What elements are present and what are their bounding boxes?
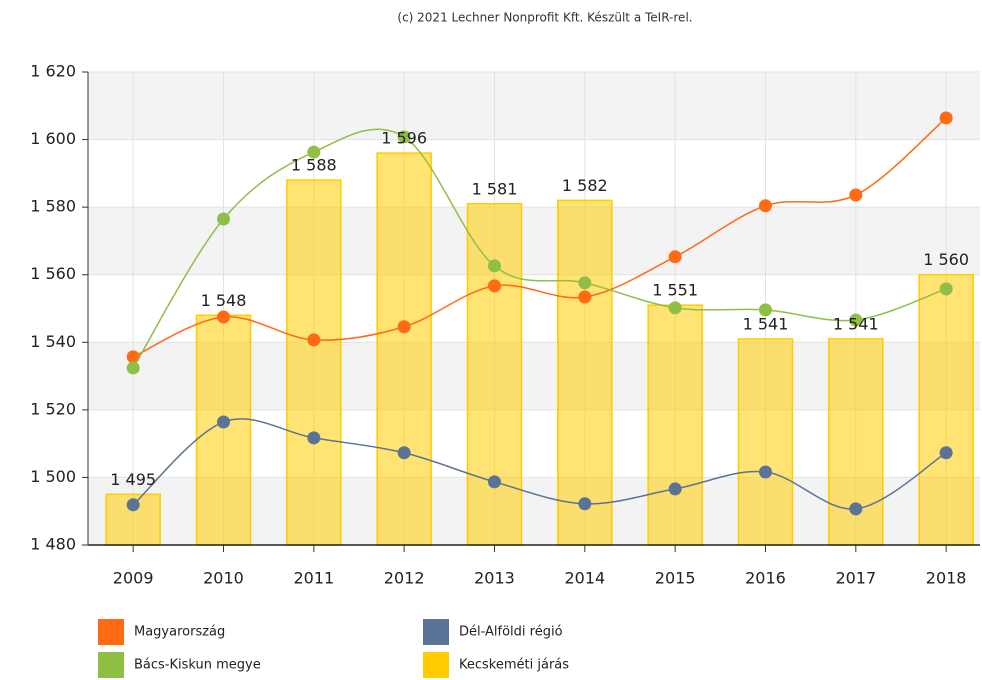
point (849, 188, 863, 202)
legend-label: Bács-Kiskun megye (134, 658, 261, 673)
point (487, 279, 501, 293)
bar (376, 152, 432, 546)
point (939, 111, 953, 125)
legend-label: Dél-Alföldi régió (459, 625, 563, 640)
y-tick-label: 1 560 (30, 264, 76, 283)
legend-label: Magyarország (134, 625, 225, 640)
point (668, 301, 682, 315)
point (216, 310, 230, 324)
data-label: 1 596 (381, 129, 427, 148)
point (307, 333, 321, 347)
data-label: 1 551 (652, 281, 698, 300)
legend-label: Kecskeméti járás (459, 658, 569, 673)
line (132, 117, 947, 358)
point (307, 145, 321, 159)
line (132, 418, 947, 510)
point (939, 282, 953, 296)
chart-subtitle: (c) 2021 Lechner Nonprofit Kft. Készült … (397, 11, 692, 25)
x-tick-label: 2016 (745, 569, 786, 588)
legend-swatch (423, 619, 449, 645)
y-tick-label: 1 520 (30, 399, 76, 418)
point (758, 303, 772, 317)
legend-swatch (98, 619, 124, 645)
x-tick-label: 2017 (835, 569, 876, 588)
legend-swatch (423, 652, 449, 678)
bar (647, 304, 703, 546)
data-label: 1 581 (472, 179, 518, 198)
bar (466, 203, 523, 546)
point (939, 446, 953, 460)
legend-swatch (98, 652, 124, 678)
x-tick-label: 2011 (293, 569, 334, 588)
point (397, 130, 411, 144)
grid-band (88, 207, 980, 275)
point (758, 465, 772, 479)
point (216, 212, 230, 226)
bar (918, 273, 974, 546)
point (849, 313, 863, 327)
grid-band (88, 72, 980, 140)
data-label: 1 588 (291, 156, 337, 175)
line (132, 128, 947, 369)
x-tick-label: 2010 (203, 569, 244, 588)
x-tick-label: 2015 (655, 569, 696, 588)
x-tick-label: 2012 (384, 569, 425, 588)
point (668, 482, 682, 496)
x-tick-label: 2009 (113, 569, 154, 588)
data-label: 1 541 (833, 314, 879, 333)
point (487, 259, 501, 273)
y-tick-label: 1 620 (30, 62, 76, 81)
point (758, 199, 772, 213)
data-label: 1 495 (110, 470, 156, 489)
y-tick-label: 1 600 (30, 129, 76, 148)
y-tick-label: 1 480 (30, 535, 76, 554)
point (126, 361, 140, 375)
x-tick-label: 2013 (474, 569, 515, 588)
point (578, 290, 592, 304)
data-label: 1 560 (923, 250, 969, 269)
data-label: 1 541 (743, 314, 789, 333)
point (668, 250, 682, 264)
bar (195, 314, 252, 546)
bar (737, 338, 794, 546)
point (849, 502, 863, 516)
x-tick-label: 2014 (564, 569, 605, 588)
bar (557, 199, 613, 546)
point (216, 415, 230, 429)
point (126, 498, 140, 512)
point (126, 350, 140, 364)
bar (286, 179, 342, 546)
point (578, 497, 592, 511)
data-label: 1 548 (201, 291, 247, 310)
y-tick-label: 1 580 (30, 197, 76, 216)
point (487, 475, 501, 489)
y-tick-label: 1 540 (30, 332, 76, 351)
point (397, 446, 411, 460)
y-tick-label: 1 500 (30, 467, 76, 486)
point (578, 276, 592, 290)
point (397, 320, 411, 334)
point (307, 431, 321, 445)
x-tick-label: 2018 (926, 569, 967, 588)
data-label: 1 582 (562, 176, 608, 195)
